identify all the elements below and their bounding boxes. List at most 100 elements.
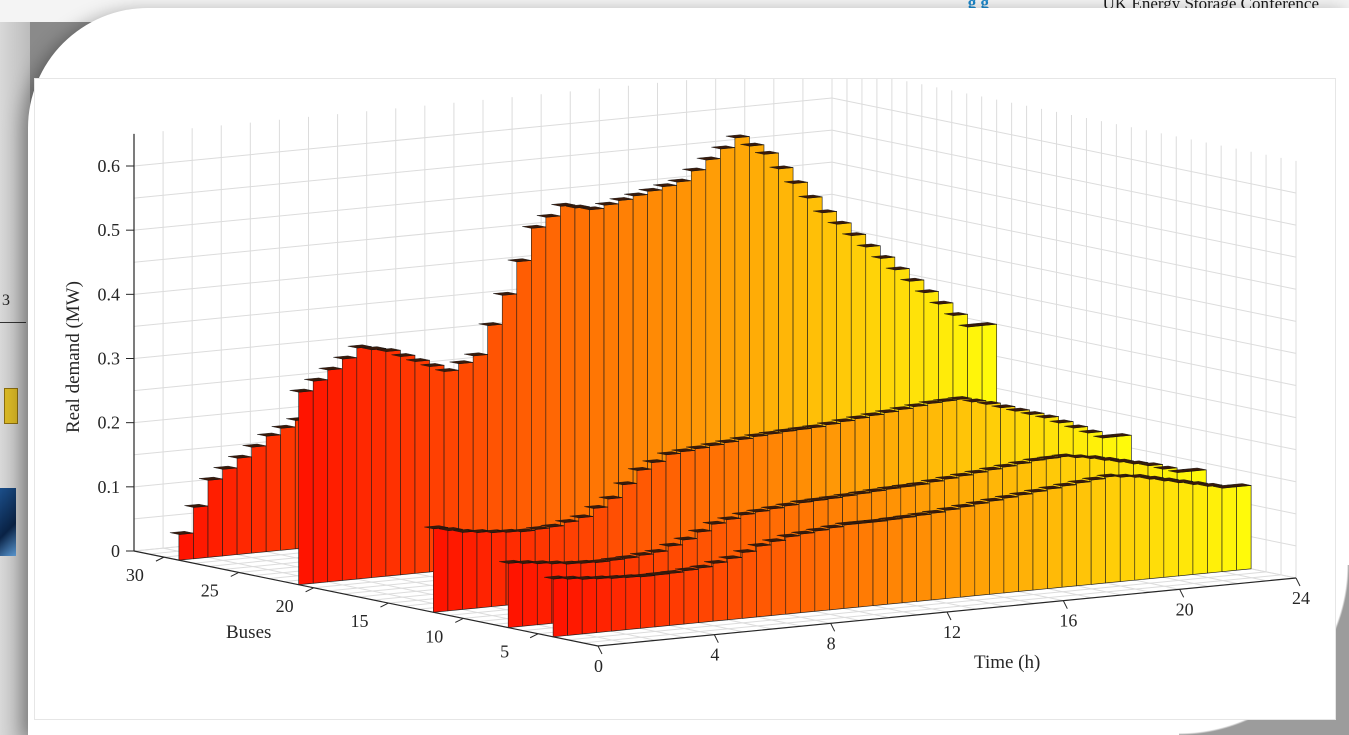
demand-bar-segment — [654, 573, 670, 628]
demand-bar-top — [746, 508, 770, 513]
demand-bar-top — [717, 516, 741, 520]
x-tick-label: 24 — [1292, 588, 1310, 608]
demand-bar-top — [627, 467, 652, 471]
demand-bar-top — [813, 209, 837, 214]
demand-bar-top — [891, 483, 916, 488]
demand-bar-top — [198, 476, 223, 481]
demand-bar-top — [1035, 414, 1059, 419]
demand-bar-top — [478, 322, 503, 326]
demand-bar-segment — [356, 346, 372, 580]
demand-bar-segment — [1178, 481, 1194, 577]
demand-bar-top — [754, 150, 779, 155]
demand-bar-top — [991, 404, 1016, 409]
side-photo-thumbnail — [0, 488, 16, 556]
demand-bar-top — [642, 459, 667, 463]
demand-bar-segment — [916, 513, 932, 602]
demand-bar-segment — [433, 527, 449, 613]
floor-gridline — [162, 547, 628, 644]
demand-bar-top — [600, 557, 625, 561]
demand-bar-segment — [829, 526, 845, 611]
demand-bar-segment — [589, 208, 605, 557]
demand-bar-top — [304, 377, 328, 382]
demand-bar-top — [949, 472, 974, 477]
demand-bar-segment — [522, 561, 538, 627]
demand-bar-segment — [1119, 475, 1136, 582]
demand-bar-top — [885, 266, 910, 271]
demand-bar-top — [1107, 433, 1132, 437]
demand-bar-top — [673, 536, 698, 541]
demand-bar-top — [659, 542, 683, 547]
demand-bar-top — [893, 514, 917, 519]
demand-bar-top — [976, 400, 1001, 405]
demand-bar-top — [540, 523, 565, 528]
demand-bar-top — [689, 564, 714, 569]
demand-bar-segment — [327, 368, 343, 583]
demand-bar-top — [833, 493, 858, 497]
demand-bar-top — [725, 134, 750, 139]
z-tick-label: 0.3 — [98, 349, 121, 369]
demand-bar-segment — [280, 426, 296, 551]
demand-bar-top — [842, 232, 866, 236]
demand-bar-segment — [770, 540, 787, 616]
demand-bar-top — [848, 490, 872, 495]
demand-bar-top — [965, 500, 990, 505]
demand-bar-segment — [669, 571, 685, 626]
demand-bar-top — [760, 505, 785, 510]
demand-bar-top — [831, 418, 856, 423]
demand-bar-top — [711, 145, 735, 150]
demand-bar-top — [907, 512, 932, 516]
side-wall-gridline — [831, 193, 1297, 290]
demand-bar-segment — [1105, 475, 1121, 584]
y-tick-label: 25 — [201, 580, 219, 600]
y-tick — [155, 556, 165, 562]
demand-bar-top — [776, 533, 801, 538]
demand-bar-top — [674, 567, 699, 572]
battery-icon — [4, 388, 18, 424]
z-tick-label: 0.1 — [98, 477, 121, 497]
x-tick-label: 4 — [710, 645, 719, 665]
demand-bar-top — [586, 559, 611, 563]
demand-bar-top — [846, 415, 870, 420]
z-tick-label: 0.5 — [98, 220, 121, 240]
z-axis-label: Real demand (MW) — [63, 281, 84, 433]
demand-bar-segment — [298, 390, 314, 586]
demand-bar-top — [1227, 483, 1252, 488]
demand-bar-segment — [236, 456, 252, 555]
demand-bar-top — [653, 183, 677, 187]
demand-bar-top — [184, 503, 209, 508]
demand-bar-segment — [843, 523, 859, 609]
demand-bar-top — [584, 505, 608, 509]
demand-bar-top — [733, 549, 757, 553]
demand-bar-top — [758, 430, 783, 435]
demand-bar-segment — [491, 531, 507, 607]
demand-bar-top — [435, 368, 459, 372]
demand-bar-top — [929, 300, 954, 305]
demand-bar-top — [1022, 457, 1047, 462]
side-wall-gridline — [831, 161, 1297, 258]
demand-bar-top — [740, 142, 765, 147]
demand-bar-top — [900, 277, 924, 282]
demand-bar-top — [918, 400, 943, 404]
demand-bar-top — [644, 549, 669, 553]
demand-bar-top — [933, 398, 957, 402]
demand-bar-top — [904, 403, 928, 407]
x-tick — [597, 645, 603, 655]
demand-bar-top — [1139, 462, 1163, 467]
demand-bar-top — [962, 398, 986, 403]
x-tick — [1295, 577, 1301, 587]
y-tick — [305, 587, 314, 593]
demand-bar-segment — [610, 576, 627, 632]
demand-bar-segment — [800, 532, 816, 614]
demand-bar-top — [362, 346, 386, 351]
demand-bar-segment — [1163, 479, 1179, 578]
demand-bar-top — [657, 451, 681, 456]
demand-bar-segment — [1090, 478, 1106, 585]
demand-bar-segment — [207, 478, 223, 558]
demand-bar-top — [784, 180, 808, 184]
demand-bar-top — [1009, 491, 1034, 496]
demand-bar-top — [228, 454, 252, 459]
demand-bar-top — [536, 213, 561, 218]
demand-bar-top — [1124, 460, 1149, 465]
demand-bar-top — [688, 528, 712, 533]
demand-bar-top — [1183, 481, 1208, 485]
